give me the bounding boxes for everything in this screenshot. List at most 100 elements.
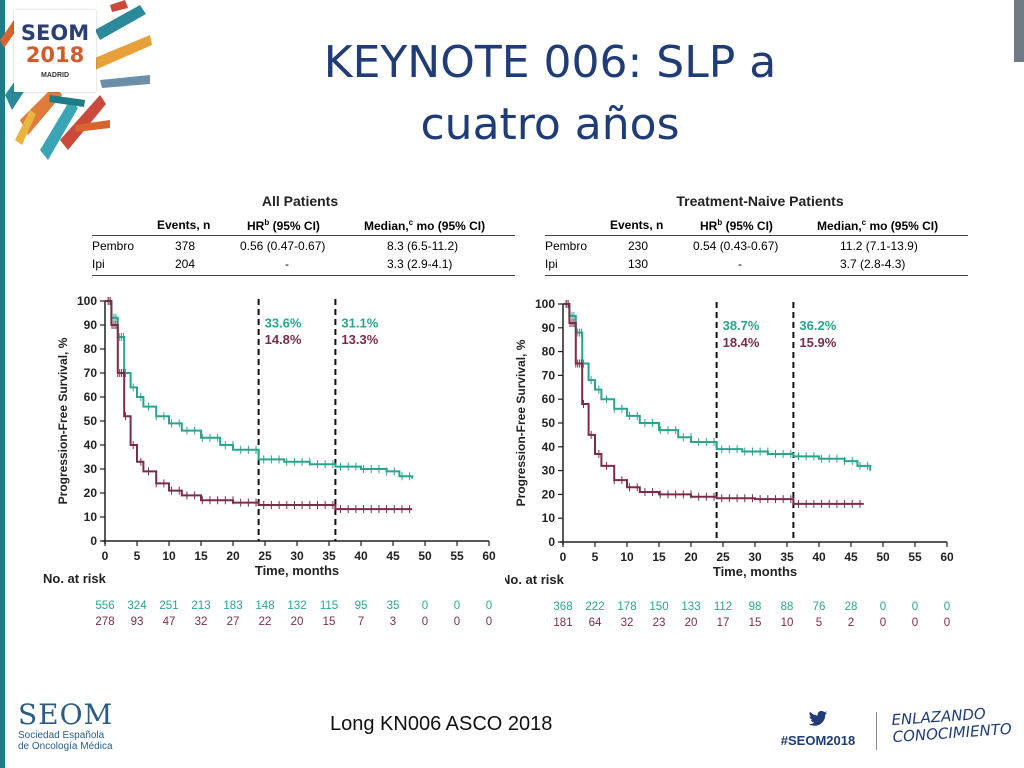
risk-label: No. at risk [43, 571, 107, 586]
table-header-events: Events, n [610, 218, 664, 232]
risk-value-ipi: 0 [880, 617, 886, 629]
footer-citation: Long KN006 ASCO 2018 [330, 713, 553, 735]
risk-value-pembro: 0 [454, 600, 460, 612]
risk-value-ipi: 0 [486, 616, 492, 628]
risk-value-ipi: 15 [323, 616, 336, 628]
footer-org: SEOM [18, 698, 114, 731]
hr-rest: (95% CI) [269, 219, 320, 233]
panel-title: All Patients [261, 193, 339, 209]
annotation-pembro: 33.6% [265, 315, 302, 330]
risk-label: No. at risk [505, 572, 565, 587]
risk-value-ipi: 2 [848, 617, 854, 629]
hr-label: HR [700, 219, 718, 233]
x-tick-label: 10 [162, 549, 176, 563]
table-cell: 378 [175, 239, 196, 253]
risk-value-pembro: 222 [585, 601, 604, 613]
risk-value-ipi: 32 [195, 616, 208, 628]
risk-value-pembro: 115 [320, 600, 338, 612]
risk-value-pembro: 35 [387, 600, 400, 612]
y-tick-label: 90 [84, 318, 98, 332]
table-cell: 230 [628, 239, 649, 253]
x-tick-label: 25 [258, 549, 272, 563]
table-cell: 130 [628, 257, 649, 271]
risk-value-pembro: 88 [781, 601, 794, 613]
y-tick-label: 70 [84, 366, 98, 380]
risk-value-pembro: 133 [681, 601, 700, 613]
table-cell: - [738, 257, 742, 271]
y-tick-label: 30 [84, 462, 98, 476]
y-tick-label: 0 [548, 535, 555, 549]
y-axis-label: Progression-Free Survival, % [56, 337, 70, 504]
x-tick-label: 25 [716, 550, 730, 564]
risk-value-ipi: 22 [259, 616, 272, 628]
y-tick-label: 50 [542, 416, 556, 430]
x-tick-label: 20 [226, 549, 240, 563]
risk-value-pembro: 0 [944, 601, 950, 613]
risk-value-pembro: 132 [287, 600, 306, 612]
risk-value-pembro: 178 [617, 601, 636, 613]
y-tick-label: 0 [90, 534, 97, 548]
risk-value-ipi: 3 [390, 616, 396, 628]
km-curve-ipi [563, 303, 864, 505]
annotation-pembro: 36.2% [799, 318, 836, 333]
table-cell: Ipi [92, 257, 105, 271]
footer-hashtag: #SEOM2018 [780, 733, 856, 748]
y-tick-label: 40 [84, 438, 98, 452]
km-curve-pembro [105, 300, 414, 479]
risk-value-pembro: 183 [223, 600, 242, 612]
median-label: Median, [364, 219, 409, 233]
footer-divider [876, 712, 877, 750]
risk-value-pembro: 112 [714, 601, 732, 613]
table-cell: 0.54 (0.43-0.67) [693, 239, 779, 253]
x-tick-label: 50 [418, 549, 432, 563]
y-tick-label: 30 [542, 464, 556, 478]
median-sup: c [861, 218, 867, 227]
left-accent-bar [0, 0, 5, 768]
risk-value-pembro: 148 [255, 600, 274, 612]
table-cell: Ipi [545, 257, 558, 271]
risk-value-pembro: 368 [553, 601, 572, 613]
risk-value-pembro: 95 [355, 600, 368, 612]
y-tick-label: 10 [84, 510, 98, 524]
x-tick-label: 45 [386, 549, 400, 563]
x-tick-label: 45 [844, 550, 858, 564]
risk-value-ipi: 0 [944, 617, 950, 629]
median-rest: mo (95% CI) [866, 219, 939, 233]
risk-value-pembro: 98 [749, 601, 762, 613]
y-tick-label: 80 [542, 345, 556, 359]
table-rule-top [545, 235, 968, 236]
annotation-pembro: 31.1% [341, 315, 378, 330]
risk-value-ipi: 17 [717, 617, 730, 629]
median-sup: c [408, 218, 414, 227]
footer-org-sub2: de Oncología Médica [18, 741, 113, 752]
hr-sup: b [264, 218, 270, 227]
risk-value-ipi: 278 [95, 616, 114, 628]
risk-value-pembro: 251 [159, 600, 178, 612]
table-cell: Pembro [92, 239, 135, 253]
risk-value-ipi: 0 [912, 617, 918, 629]
x-tick-label: 40 [354, 549, 368, 563]
table-rule-bottom [92, 275, 515, 276]
hr-rest: (95% CI) [722, 219, 773, 233]
logo-text-main: SEOM [20, 21, 90, 45]
y-tick-label: 40 [542, 440, 556, 454]
risk-value-pembro: 0 [486, 600, 492, 612]
risk-value-ipi: 27 [227, 616, 240, 628]
annotation-ipi: 14.8% [265, 332, 302, 347]
y-tick-label: 100 [535, 297, 555, 311]
y-tick-label: 10 [542, 511, 556, 525]
y-tick-label: 50 [84, 414, 98, 428]
x-tick-label: 60 [482, 549, 496, 563]
annotation-pembro: 38.7% [723, 318, 760, 333]
hr-sup: b [717, 218, 723, 227]
seom-footer-logo: SEOM Sociedad Española de Oncología Médi… [18, 698, 114, 753]
table-cell: 3.7 (2.8-4.3) [840, 257, 906, 271]
km-curve-pembro [563, 303, 872, 471]
table-cell: 11.2 (7.1-13.9) [840, 239, 918, 253]
risk-value-ipi: 64 [589, 617, 602, 629]
x-tick-label: 30 [748, 550, 762, 564]
table-header-median: Median,c mo (95% CI) [817, 218, 938, 233]
table-rule-top [92, 235, 515, 236]
x-tick-label: 5 [134, 549, 141, 563]
x-tick-label: 15 [194, 549, 208, 563]
